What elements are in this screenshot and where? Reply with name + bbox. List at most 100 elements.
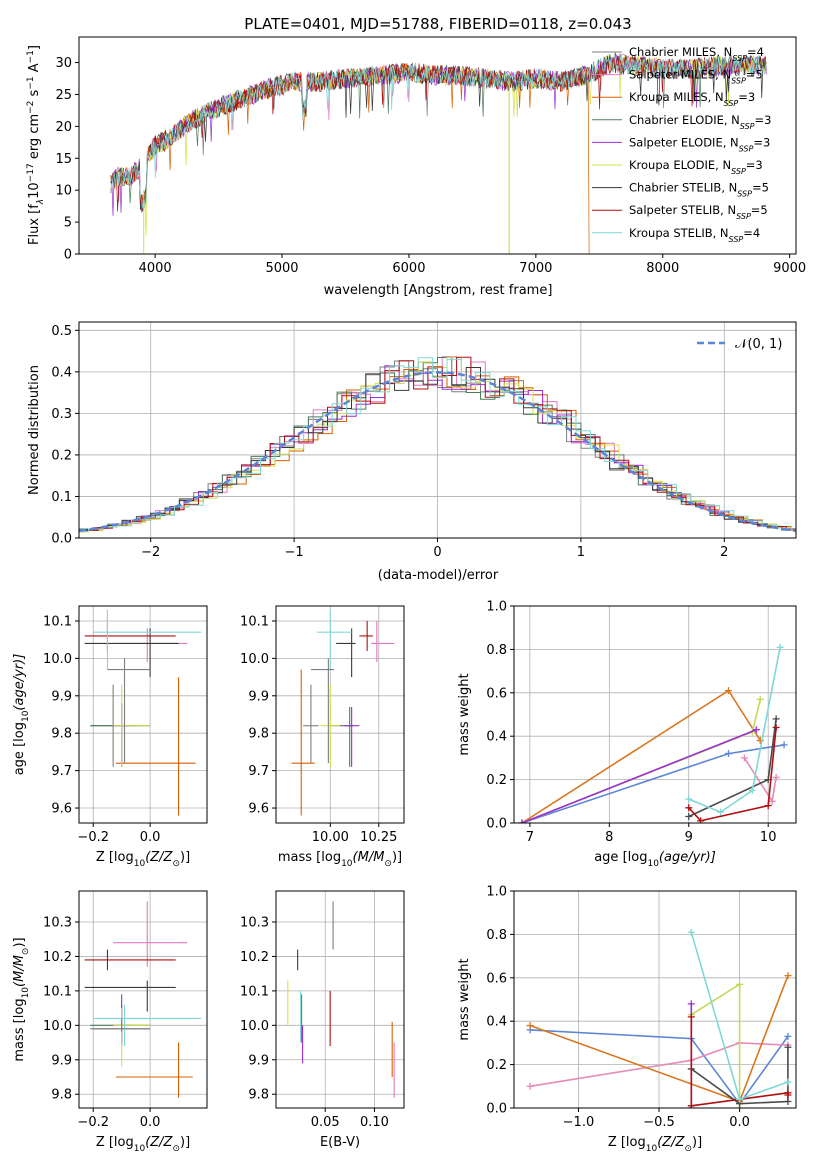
mass-weight-point [784,1097,792,1105]
y-tick-label: 0 [64,248,72,263]
y-axis-label: mass weight [457,673,472,755]
x-tick-label: −2 [141,545,160,560]
x-tick-label: 0.10 [360,1115,389,1130]
mass-weight-point [685,804,693,812]
mass-weight-point [697,817,705,823]
y-tick-label: 0.8 [486,928,507,943]
mass-weight-vs-age-panel: 7 8 9 10 0.0 0.2 0.4 0.6 0.8 1.0 age [log10(age/yr… [457,600,797,869]
mass-weight-point [784,1043,792,1051]
mass-weight-point [717,808,725,816]
x-tick-label: −0.2 [77,830,109,845]
x-axis-label: Z [log10(Z/Z⊙)] [96,850,190,869]
axes-frame [275,890,405,1109]
mass-weight-point [724,687,732,695]
y-tick-label: 0.2 [486,773,507,788]
mass-weight-point [736,1095,744,1103]
y-tick-label: 0.6 [486,971,507,986]
y-tick-label: 10.1 [43,984,72,999]
y-tick-label: 0.6 [486,686,507,701]
x-tick-label: 0 [433,545,441,560]
y-tick-label: 9.6 [248,802,269,817]
mass-vs-ebv-panel: 0.05 0.10 9.8 9.9 10.0 10.1 10.2 10.3 E(B-V) [240,890,405,1150]
legend-entry: Chabrier MILES, NSSP=4 [629,45,764,63]
x-axis-label: mass [log10(M/M⊙)] [278,850,402,869]
y-tick-label: 10.1 [240,984,269,999]
y-tick-label: 9.8 [51,727,72,742]
x-axis-label: E(B-V) [320,1135,360,1150]
residual-histogram-panel: −2 −1 0 1 2 0.0 0.1 0.2 0.3 0.4 0.5 𝒩(0, 1) (data-mo… [27,321,797,583]
mass-weight-point [768,797,776,805]
mass-weight-point [740,754,748,762]
mass-weight-series [521,689,761,823]
mass-weight-point [776,643,784,651]
x-tick-label: 2 [720,545,728,560]
axes-frame [78,605,208,824]
mass-weight-point [748,786,756,794]
y-tick-label: 0.0 [486,1102,507,1117]
legend-entry: Salpeter ELODIE, NSSP=3 [629,135,770,153]
mass-weight-vs-metallicity-panel: −1.0 −0.5 0.0 0.0 0.2 0.4 0.6 0.8 1.0 Z [log10(Z/… [457,885,797,1154]
mass-weight-point [752,726,760,734]
axes-frame [78,321,797,539]
x-tick-label: 7 [526,830,534,845]
y-tick-label: 9.9 [51,1053,72,1068]
y-tick-label: 9.8 [51,1088,72,1103]
x-axis-label: wavelength [Angstrom, rest frame] [324,283,553,298]
mass-weight-series [688,727,777,822]
mass-weight-point [784,1091,792,1099]
mass-weight-point [772,715,780,723]
y-tick-label: 9.8 [248,727,269,742]
x-tick-label: 0.05 [311,1115,340,1130]
y-axis-label: mass weight [457,958,472,1040]
mass-weight-point [736,980,744,988]
age-vs-mass-panel: 10.00 10.25 9.6 9.7 9.8 9.9 10.0 10.1 mass [log1… [240,605,405,869]
y-tick-label: 0.4 [486,1015,507,1030]
y-tick-label: 10.0 [240,652,269,667]
x-tick-label: 9 [685,830,693,845]
y-tick-label: 10.1 [43,614,72,629]
legend-entry: Chabrier ELODIE, NSSP=3 [629,113,771,131]
histogram-series [79,365,796,533]
y-tick-label: 9.9 [248,1053,269,1068]
mass-weight-series [688,647,781,814]
x-tick-label: −0.2 [77,1115,109,1130]
y-tick-label: 0.2 [51,448,72,463]
y-tick-label: 1.0 [486,885,507,900]
mass-weight-point [772,773,780,781]
y-axis-label: Normed distribution [27,365,42,495]
spectrum-line [110,53,767,209]
y-tick-label: 10.0 [43,1019,72,1034]
y-tick-label: 0.8 [486,643,507,658]
y-tick-label: 0.4 [51,365,72,380]
x-tick-label: 6000 [392,261,425,276]
x-tick-label: 10.00 [312,830,349,845]
mass-weight-point [685,795,693,803]
legend-entry: Kroupa STELIB, NSSP=4 [629,226,760,244]
mass-weight-point [784,972,792,980]
x-axis-label: age [log10(age/yr)] [594,850,716,869]
mass-weight-point [784,1078,792,1086]
y-tick-label: 9.6 [51,802,72,817]
mass-weight-point [687,1000,695,1008]
y-tick-label: 9.8 [248,1088,269,1103]
x-tick-label: 4000 [139,261,172,276]
axes-frame [78,36,797,255]
y-tick-label: 0.0 [51,532,72,547]
x-tick-label: 10 [760,830,777,845]
histogram-series [79,361,796,532]
mass-weight-series [521,699,762,823]
spectrum-panel: 4000 5000 6000 7000 8000 9000 0 5 10 15 20 25 30 Chab… [26,36,806,298]
y-tick-label: 10.0 [240,1019,269,1034]
y-tick-label: 0.4 [486,730,507,745]
axes-frame [275,605,405,824]
y-tick-label: 20 [55,120,72,135]
mass-weight-point [685,812,693,820]
x-axis-label: Z [log10(Z/Z⊙)] [96,1135,190,1154]
y-axis-label: age [log10(age/yr)] [12,654,31,776]
y-axis-label: Flux [fλ10−17 erg cm−2 s−1 A−1] [26,45,46,245]
mass-weight-series [521,728,757,823]
mass-weight-point [724,750,732,758]
y-tick-label: 0.0 [486,817,507,832]
mass-weight-point [687,1102,695,1108]
